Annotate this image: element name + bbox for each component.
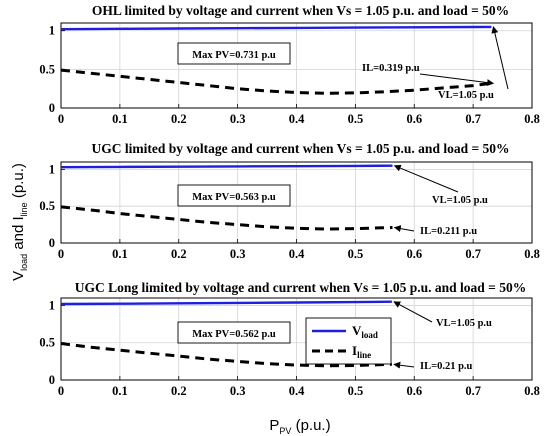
y-tick-label: 0.5	[39, 199, 55, 213]
plot-title: OHL limited by voltage and current when …	[92, 3, 509, 18]
series-line-vload	[60, 25, 492, 31]
annotation-label: Max PV=0.731 p.u	[192, 50, 276, 61]
annotation-label: IL=0.21 p.u	[420, 361, 473, 372]
annotation-arrow	[419, 73, 495, 87]
annotation-arrow	[393, 225, 415, 233]
axes-frame	[60, 297, 533, 381]
annotation-arrow	[491, 26, 509, 90]
y-tick-label: 0.5	[39, 336, 55, 350]
plot-panel-2: UGC limited by voltage and current when …	[39, 141, 539, 261]
x-tick-label: 0.1	[112, 384, 128, 398]
legend-label-vload: Vload	[352, 323, 378, 340]
x-tick-label: 0	[58, 384, 64, 398]
annotation-label: VL=1.05 p.u	[438, 90, 494, 101]
plot-panel-1: OHL limited by voltage and current when …	[39, 3, 539, 126]
plot-panel-3: UGC Long limited by voltage and current …	[39, 280, 539, 398]
axes-frame	[60, 161, 533, 244]
x-tick-label: 0.7	[465, 384, 481, 398]
y-axis-label: Vload and Iline (p.u.)	[10, 163, 29, 281]
series-line-iline	[60, 68, 492, 95]
legend: Vload Iline	[305, 317, 392, 365]
series-line-iline	[60, 342, 392, 368]
x-tick-label: 0.5	[348, 112, 364, 126]
series-line-iline	[60, 205, 393, 231]
x-tick-label: 0.5	[348, 247, 364, 261]
annotation-label: IL=0.319 p.u	[362, 63, 420, 74]
annotation-arrow	[393, 361, 415, 369]
annotation-box	[177, 42, 291, 65]
x-tick-label: 0.7	[465, 247, 481, 261]
x-tick-label: 0	[58, 112, 64, 126]
x-tick-label: 0.6	[406, 112, 422, 126]
annotation-arrow	[393, 164, 459, 193]
y-tick-label: 1	[49, 24, 55, 38]
legend-box	[305, 317, 392, 365]
annotation-label: VL=1.05 p.u	[432, 195, 488, 206]
axes-frame	[60, 22, 533, 109]
series-line-vload	[60, 164, 393, 169]
x-tick-label: 0.4	[289, 112, 305, 126]
plots-container: OHL limited by voltage and current when …	[39, 3, 539, 398]
annotation-arrow	[393, 301, 433, 323]
y-tick-label: 0.5	[39, 62, 55, 76]
annotation-label: Max PV=0.562 p.u	[192, 329, 276, 340]
annotation-box	[177, 321, 291, 344]
x-tick-label: 0.3	[230, 384, 246, 398]
x-tick-label: 0.2	[171, 384, 187, 398]
x-tick-label: 0.1	[112, 112, 128, 126]
annotation-label: VL=1.05 p.u	[436, 318, 492, 329]
plot-title: UGC Long limited by voltage and current …	[75, 280, 526, 295]
x-tick-label: 0.8	[524, 384, 540, 398]
y-tick-label: 1	[49, 162, 55, 176]
series-line-vload	[60, 300, 392, 306]
plot-title: UGC limited by voltage and current when …	[91, 141, 509, 156]
x-tick-label: 0.8	[524, 112, 540, 126]
x-tick-label: 0.4	[289, 247, 305, 261]
x-tick-label: 0.8	[524, 247, 540, 261]
x-tick-label: 0.1	[112, 247, 128, 261]
x-tick-label: 0.5	[348, 384, 364, 398]
y-tick-label: 0	[49, 101, 55, 115]
x-tick-label: 0.2	[171, 247, 187, 261]
annotation-box	[177, 184, 291, 207]
x-tick-label: 0.3	[230, 112, 246, 126]
x-axis-label: PPV (p.u.)	[269, 417, 330, 436]
x-tick-label: 0.6	[406, 384, 422, 398]
x-tick-label: 0.2	[171, 112, 187, 126]
x-tick-label: 0.3	[230, 247, 246, 261]
x-tick-label: 0.4	[289, 384, 305, 398]
y-tick-label: 1	[49, 298, 55, 312]
y-tick-label: 0	[49, 236, 55, 250]
annotation-label: Max PV=0.563 p.u	[192, 192, 276, 203]
x-tick-label: 0	[58, 247, 64, 261]
x-tick-label: 0.6	[406, 247, 422, 261]
y-tick-label: 0	[49, 373, 55, 387]
annotation-label: IL=0.211 p.u	[420, 226, 477, 237]
legend-label-iline: Iline	[352, 343, 371, 360]
x-tick-label: 0.7	[465, 112, 481, 126]
